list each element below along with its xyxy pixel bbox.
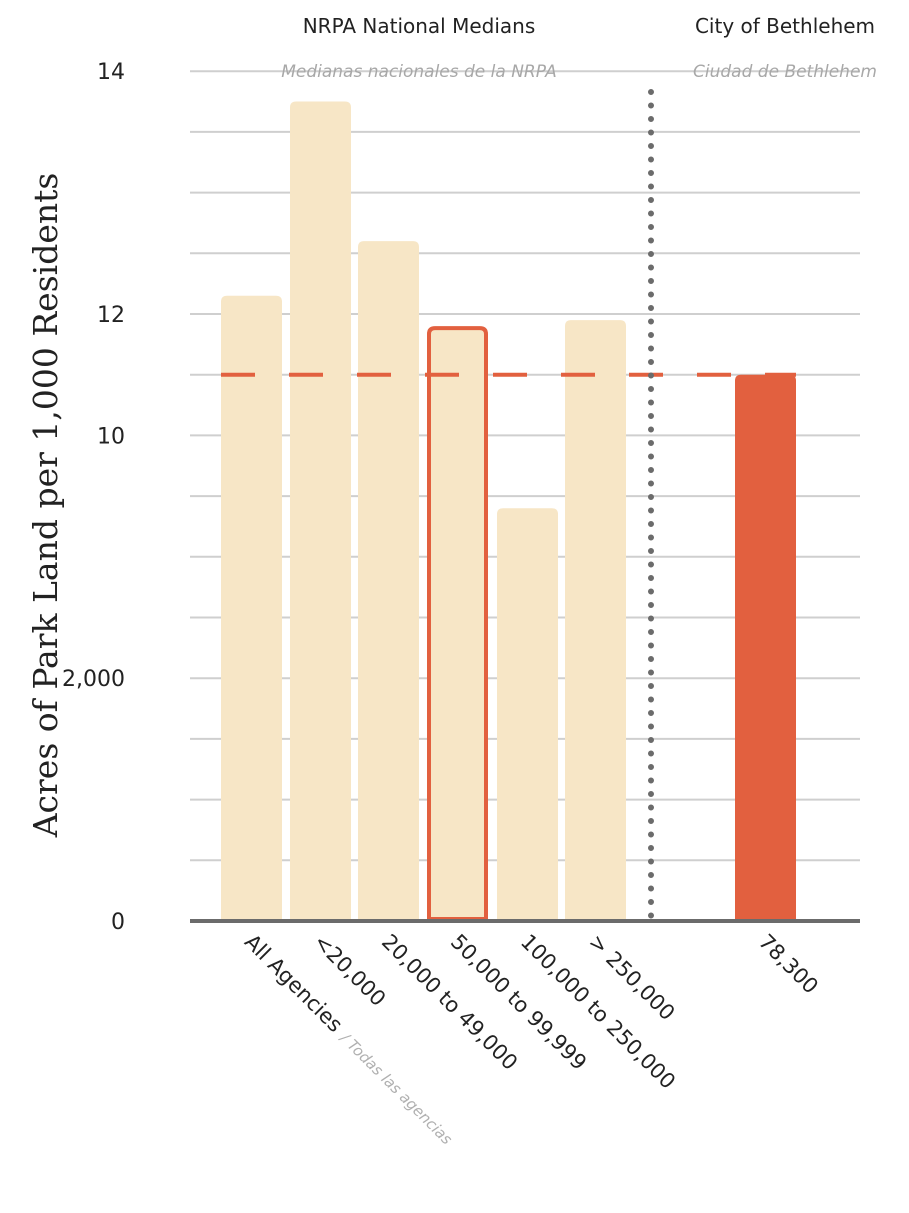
bar-city: [735, 374, 796, 921]
y-tick-label: 12: [97, 303, 125, 328]
group-header-national: NRPA National Medians: [303, 14, 536, 38]
category-label-es: / Todas las agencias: [335, 1028, 456, 1149]
category-label-text: 20,000 to 49,000: [377, 930, 522, 1075]
bar: [565, 320, 626, 921]
group-header-national-es: Medianas nacionales de la NRPA: [281, 62, 557, 82]
bar: [221, 295, 282, 921]
x-category-label: 78,300: [754, 930, 823, 999]
group-header-city: City of Bethlehem: [695, 14, 875, 38]
y-axis-label: Acres of Park Land per 1,000 Residents: [26, 173, 65, 839]
y-tick-label: 10: [97, 424, 125, 449]
x-category-label: 20,000 to 49,000: [377, 930, 522, 1075]
y-tick-label: 2,000: [62, 667, 125, 692]
bar: [497, 508, 558, 921]
bar: [290, 101, 351, 922]
y-tick-label: 0: [111, 910, 125, 935]
bar: [358, 241, 419, 921]
y-tick-labels: 0 2,000 10 12 14: [62, 60, 125, 935]
y-tick-label: 14: [97, 60, 125, 85]
bars: [221, 101, 796, 922]
x-category-labels: All Agencies/ Todas las agencias<20,0002…: [240, 930, 823, 1149]
bar-highlighted: [427, 326, 488, 921]
group-header-city-es: Ciudad de Bethlehem: [693, 62, 877, 82]
category-label-text: 78,300: [754, 930, 823, 999]
